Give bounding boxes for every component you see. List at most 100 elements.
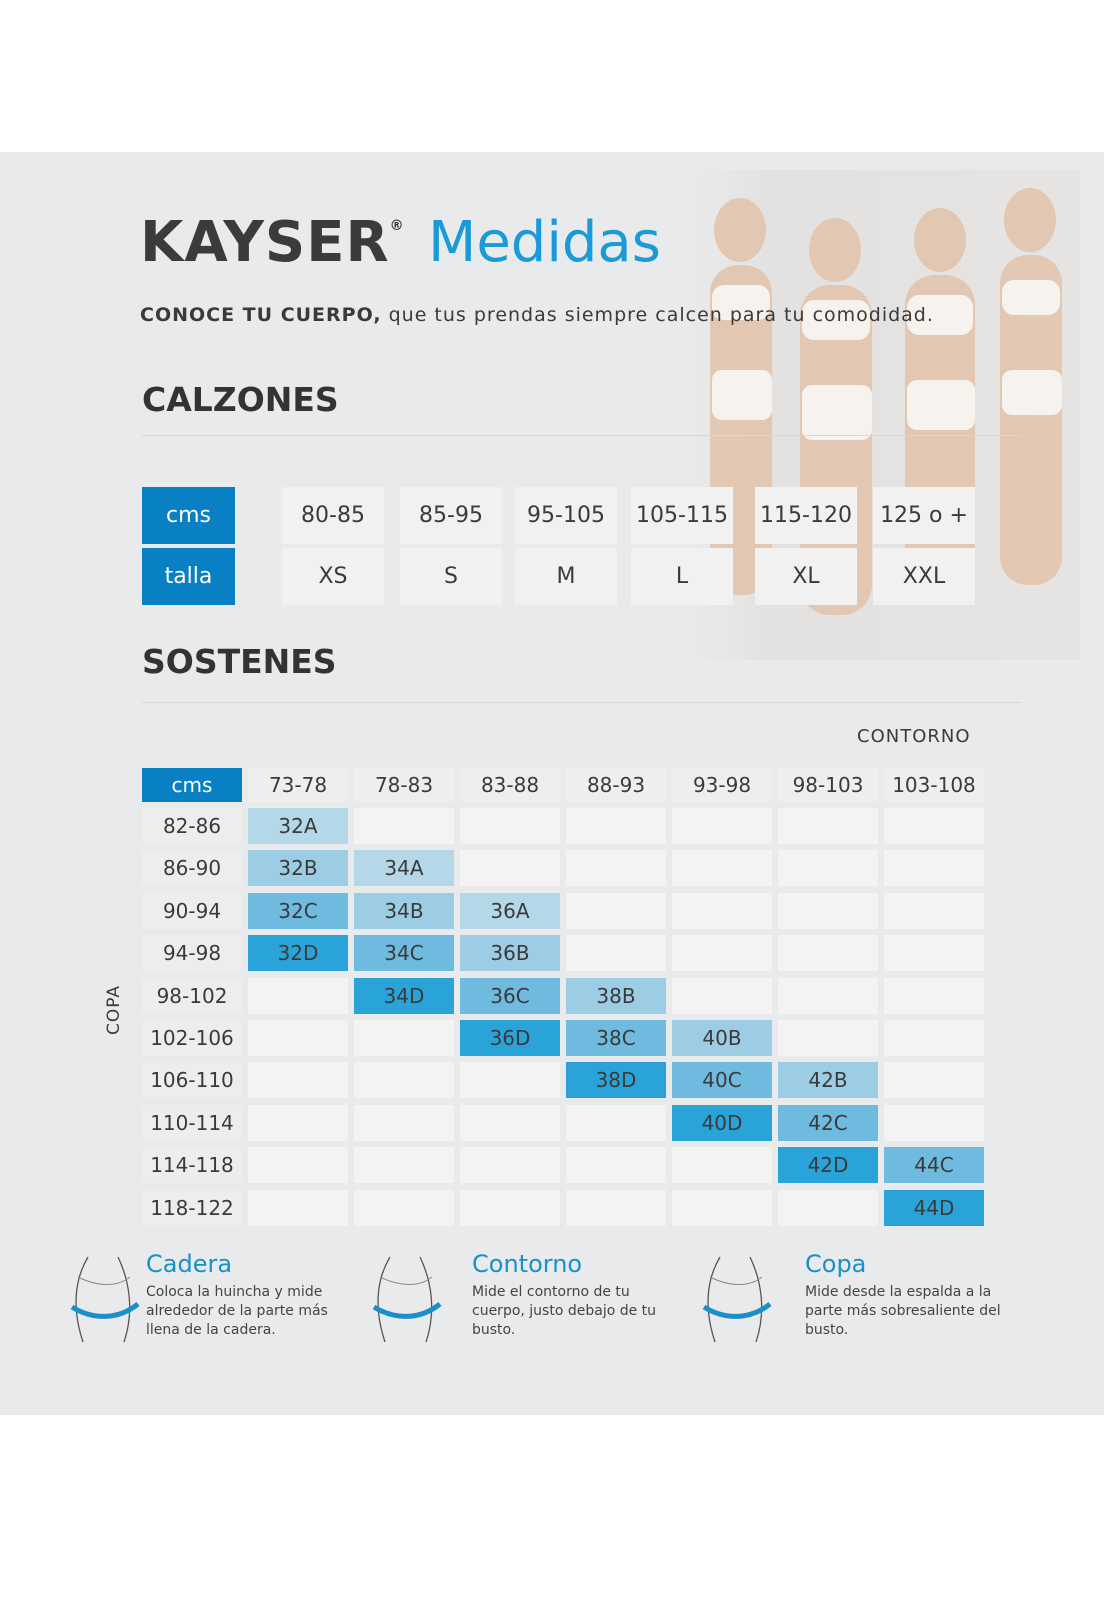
empty-cell [884, 1020, 984, 1056]
empty-cell [672, 850, 772, 887]
bra-size-cell: 36C [460, 977, 560, 1014]
calzones-cms-cell: 85-95 [400, 487, 502, 544]
empty-cell [778, 808, 878, 844]
empty-cell [248, 1020, 348, 1056]
empty-cell [354, 1062, 454, 1099]
empty-cell [566, 808, 666, 844]
empty-cell [354, 1147, 454, 1184]
copa-row-label: 106-110 [142, 1062, 242, 1099]
contorno-column-header: 78-83 [354, 768, 454, 802]
divider [142, 435, 1022, 436]
tagline: CONOCE TU CUERPO, que tus prendas siempr… [140, 304, 934, 326]
tip-title: Copa [805, 1250, 867, 1278]
hip-measure-icon [68, 1252, 140, 1347]
calzones-cms-label: cms [142, 487, 235, 544]
empty-cell [460, 808, 560, 844]
underbust-measure-icon [370, 1252, 442, 1347]
empty-cell [248, 977, 348, 1014]
copa-row-label: 118-122 [142, 1189, 242, 1226]
calzones-cms-cell: 115-120 [755, 487, 857, 544]
calzones-cms-cell: 80-85 [282, 487, 384, 544]
bra-size-cell: 36A [460, 892, 560, 929]
bra-size-cell: 40C [672, 1062, 772, 1099]
bra-size-cell: 38C [566, 1020, 666, 1056]
bra-size-cell: 40B [672, 1020, 772, 1056]
empty-cell [884, 892, 984, 929]
bra-size-cell: 32D [248, 935, 348, 972]
empty-cell [248, 1104, 348, 1141]
bra-size-cell: 38D [566, 1062, 666, 1099]
empty-cell [566, 935, 666, 972]
empty-cell [566, 892, 666, 929]
empty-cell [778, 977, 878, 1014]
bra-size-cell: 34C [354, 935, 454, 972]
calzones-cms-cell: 125 o + [873, 487, 975, 544]
bra-size-cell: 34D [354, 977, 454, 1014]
empty-cell [566, 1104, 666, 1141]
empty-cell [460, 1104, 560, 1141]
bra-size-cell: 44D [884, 1189, 984, 1226]
tip-description: Mide el contorno de tu cuerpo, justo deb… [472, 1284, 657, 1338]
sostenes-cms-label: cms [142, 768, 242, 802]
bra-size-cell: 42B [778, 1062, 878, 1099]
copa-row-label: 90-94 [142, 892, 242, 929]
copa-row-label: 86-90 [142, 850, 242, 887]
calzones-heading: CALZONES [142, 380, 339, 419]
empty-cell [460, 850, 560, 887]
empty-cell [672, 935, 772, 972]
empty-cell [672, 892, 772, 929]
contorno-axis-label: CONTORNO [857, 726, 971, 747]
empty-cell [778, 935, 878, 972]
empty-cell [248, 1147, 348, 1184]
empty-cell [460, 1062, 560, 1099]
bra-size-cell: 40D [672, 1104, 772, 1141]
empty-cell [884, 850, 984, 887]
bra-size-cell: 34A [354, 850, 454, 887]
empty-cell [672, 1189, 772, 1226]
calzones-talla-cell: S [400, 548, 502, 605]
empty-cell [566, 1189, 666, 1226]
empty-cell [672, 808, 772, 844]
copa-row-label: 114-118 [142, 1147, 242, 1184]
calzones-talla-cell: L [631, 548, 733, 605]
empty-cell [248, 1189, 348, 1226]
empty-cell [778, 892, 878, 929]
empty-cell [884, 977, 984, 1014]
empty-cell [778, 850, 878, 887]
tip-title: Cadera [146, 1250, 233, 1278]
calzones-talla-cell: M [515, 548, 617, 605]
calzones-talla-cell: XXL [873, 548, 975, 605]
contorno-column-header: 83-88 [460, 768, 560, 802]
empty-cell [566, 850, 666, 887]
bust-measure-icon [700, 1252, 772, 1347]
empty-cell [672, 977, 772, 1014]
bra-size-cell: 36B [460, 935, 560, 972]
contorno-column-header: 88-93 [566, 768, 666, 802]
tip-title: Contorno [472, 1250, 583, 1278]
calzones-cms-cell: 105-115 [631, 487, 733, 544]
copa-row-label: 94-98 [142, 935, 242, 972]
copa-row-label: 98-102 [142, 977, 242, 1014]
empty-cell [778, 1020, 878, 1056]
bra-size-cell: 42D [778, 1147, 878, 1184]
empty-cell [248, 1062, 348, 1099]
empty-cell [460, 1147, 560, 1184]
copa-row-label: 110-114 [142, 1104, 242, 1141]
copa-axis-label: COPA [104, 984, 124, 1035]
empty-cell [884, 1104, 984, 1141]
empty-cell [354, 1189, 454, 1226]
empty-cell [672, 1147, 772, 1184]
contorno-column-header: 93-98 [672, 768, 772, 802]
contorno-column-header: 73-78 [248, 768, 348, 802]
tip-description: Coloca la huincha y mide alrededor de la… [146, 1284, 328, 1338]
brand-logo: KAYSER® [140, 210, 405, 275]
bra-size-cell: 32C [248, 892, 348, 929]
bra-size-cell: 34B [354, 892, 454, 929]
calzones-talla-cell: XL [755, 548, 857, 605]
bra-size-cell: 38B [566, 977, 666, 1014]
bra-size-cell: 42C [778, 1104, 878, 1141]
contorno-column-header: 103-108 [884, 768, 984, 802]
contorno-column-header: 98-103 [778, 768, 878, 802]
empty-cell [354, 1020, 454, 1056]
empty-cell [354, 1104, 454, 1141]
